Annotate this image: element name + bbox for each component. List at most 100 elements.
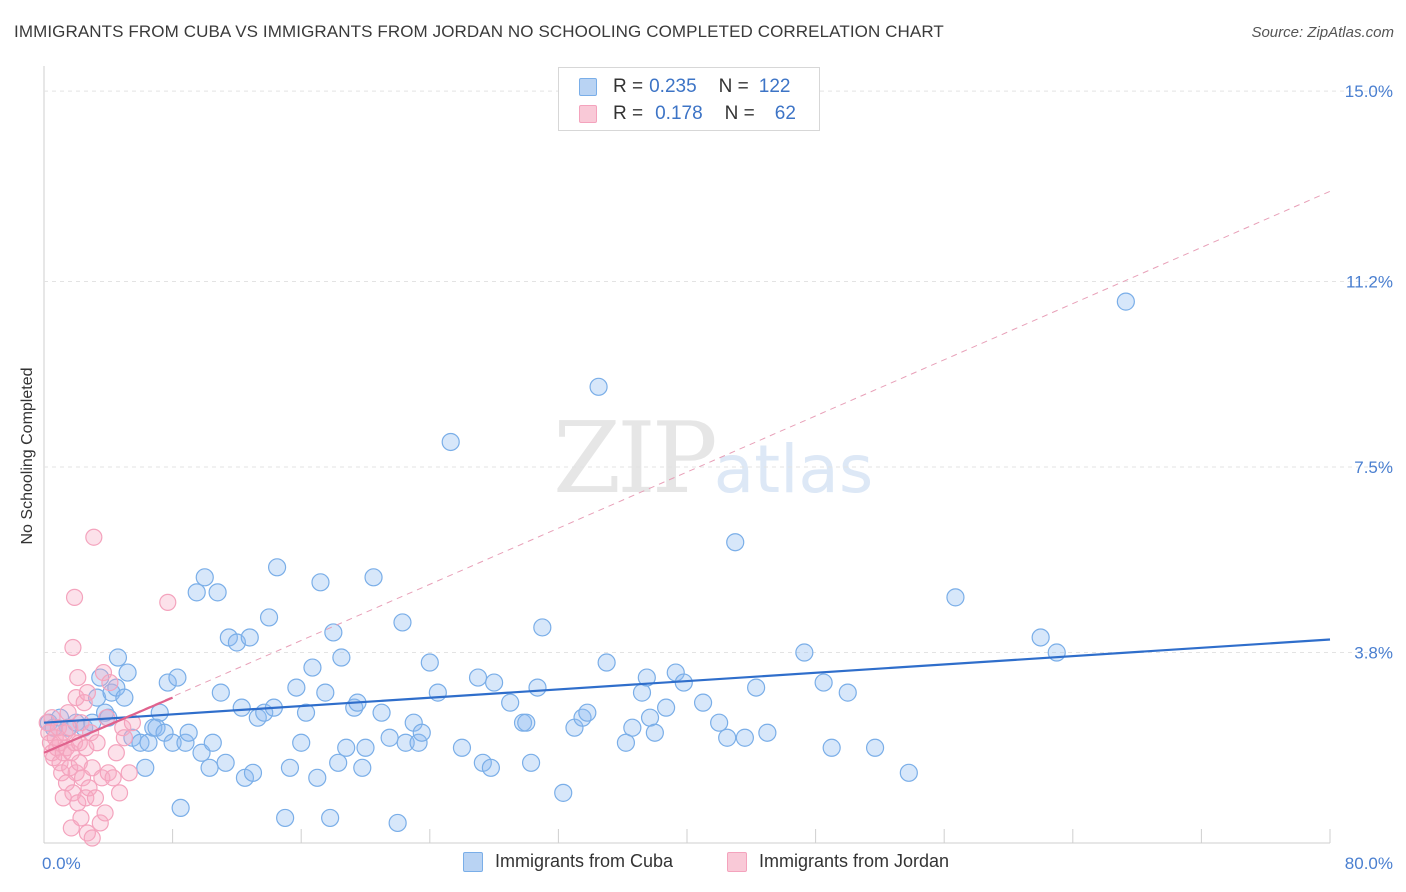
point-cuba (822, 738, 841, 757)
stats-legend: R = 0.235 N = 122 R = 0.178 N = 62 (558, 67, 820, 131)
legend-n-label: N = (718, 76, 749, 97)
series-legend: Immigrants from Cuba Immigrants from Jor… (0, 851, 1406, 877)
watermark-atlas: atlas (713, 431, 874, 508)
point-cuba (899, 763, 918, 782)
point-cuba (139, 733, 158, 752)
point-jordan (78, 824, 97, 842)
point-jordan (88, 734, 106, 752)
point-cuba (329, 753, 348, 772)
legend-r-value-jordan: 0.178 (655, 103, 703, 124)
point-jordan (85, 528, 103, 546)
point-cuba (795, 643, 814, 662)
point-cuba (276, 808, 295, 828)
point-cuba (616, 733, 636, 752)
point-cuba (452, 738, 472, 757)
point-cuba (87, 688, 107, 707)
point-cuba (1116, 292, 1135, 311)
point-jordan (120, 764, 138, 782)
watermark-zip: ZIP (553, 402, 718, 516)
point-cuba (632, 683, 652, 702)
point-cuba (280, 758, 300, 777)
point-jordan (159, 593, 177, 611)
series-label-cuba: Immigrants from Cuba (495, 851, 674, 871)
chart-source: Source: ZipAtlas.com (1251, 24, 1394, 41)
series-swatch-jordan (727, 851, 747, 872)
point-cuba (747, 678, 766, 697)
point-cuba (176, 733, 195, 752)
point-jordan (64, 638, 82, 657)
point-cuba (1031, 628, 1050, 647)
point-cuba (758, 723, 777, 742)
point-cuba (356, 738, 375, 757)
point-cuba (158, 673, 177, 692)
gridlines (43, 66, 1392, 844)
chart-title: IMMIGRANTS FROM CUBA VS IMMIGRANTS FROM … (14, 22, 944, 41)
point-cuba (259, 608, 279, 627)
legend-n-value-jordan: 62 (774, 103, 796, 124)
trend-lines (43, 190, 1331, 754)
point-cuba (693, 693, 713, 712)
point-cuba (597, 653, 616, 672)
point-cuba (216, 753, 235, 772)
point-jordan (86, 789, 105, 807)
point-cuba (657, 698, 676, 717)
point-jordan (65, 588, 84, 606)
x-tick-label-max: 80.0% (1345, 854, 1393, 873)
point-cuba (179, 723, 198, 742)
point-cuba (441, 432, 460, 452)
point-cuba (946, 588, 965, 607)
point-cuba (517, 713, 536, 732)
point-jordan (99, 764, 117, 782)
point-jordan (94, 663, 113, 682)
point-cuba (573, 708, 592, 727)
x-tick-marks (172, 829, 1331, 843)
point-jordan (110, 784, 129, 802)
point-cuba (554, 783, 573, 802)
point-cuba (640, 708, 660, 727)
point-cuba (292, 733, 311, 752)
trend-line-jordan (43, 696, 174, 754)
point-cuba (240, 628, 259, 647)
legend-n-value-cuba: 122 (758, 76, 791, 97)
point-cuba (364, 568, 383, 587)
legend-r-label: R = (613, 103, 644, 124)
point-cuba (118, 663, 137, 682)
y-tick-label: 15.0% (1345, 82, 1393, 101)
point-cuba (303, 658, 322, 677)
point-cuba (267, 558, 287, 577)
point-cuba (353, 758, 372, 777)
point-cuba (332, 648, 351, 667)
point-jordan (104, 769, 122, 787)
point-cuba (168, 668, 187, 687)
y-tick-labels: 15.0% 11.2% 7.5% 3.8% (1345, 82, 1393, 662)
legend-swatch-jordan (579, 105, 597, 123)
point-jordan (72, 809, 90, 827)
point-jordan (80, 779, 98, 797)
point-cuba (589, 377, 608, 396)
point-cuba (481, 758, 500, 777)
data-points (38, 292, 1135, 847)
point-cuba (865, 738, 885, 757)
legend-r-label: R = (613, 76, 644, 97)
trend-line-cuba (43, 638, 1331, 724)
point-cuba (623, 718, 642, 737)
point-jordan (96, 804, 114, 822)
point-jordan (83, 829, 101, 847)
point-jordan (69, 668, 87, 687)
point-cuba (287, 678, 306, 697)
point-cuba (243, 763, 263, 782)
point-cuba (187, 583, 206, 602)
point-jordan (75, 694, 93, 712)
point-cuba (208, 583, 227, 602)
series-legend-cuba: Immigrants from Cuba (463, 851, 673, 872)
point-cuba (136, 758, 155, 777)
trend-line-jordan-extended (43, 190, 1331, 754)
point-cuba (726, 533, 745, 552)
point-cuba (195, 568, 214, 587)
point-cuba (468, 668, 488, 687)
point-cuba (485, 673, 504, 692)
series-label-jordan: Immigrants from Jordan (759, 851, 950, 871)
point-cuba (337, 738, 356, 757)
point-cuba (203, 733, 222, 752)
